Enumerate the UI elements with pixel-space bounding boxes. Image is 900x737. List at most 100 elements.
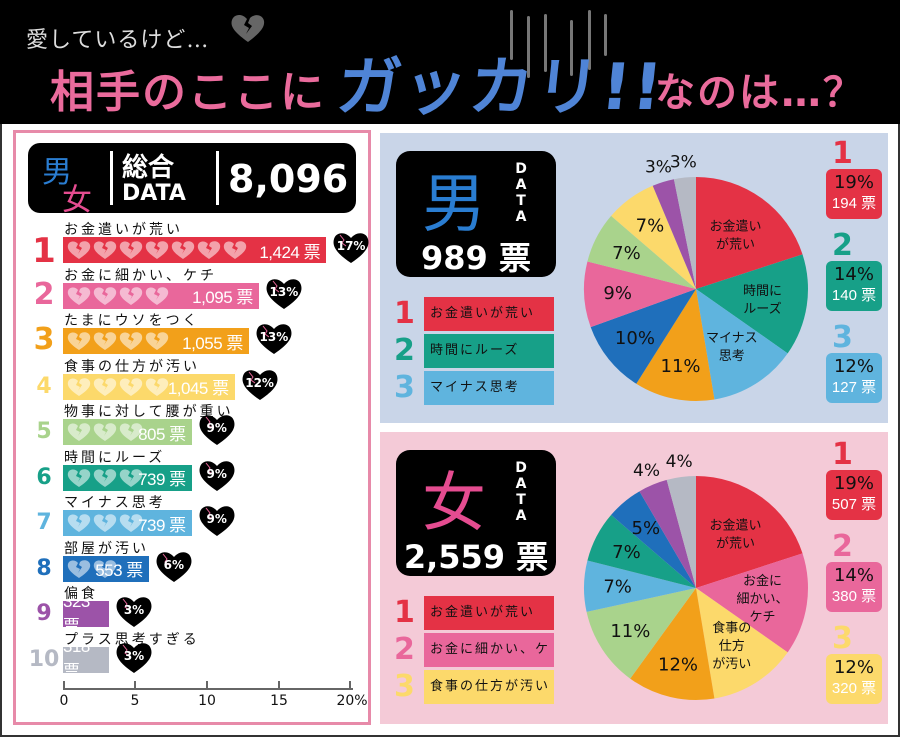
ranking-row: 物事に対して腰が重い 5 805 票 9% — [16, 401, 368, 449]
ranking-bar: 739 票 — [63, 510, 192, 536]
pie-slice — [673, 177, 696, 289]
ranking-row: マイナス思考 7 739 票 9% — [16, 492, 368, 540]
ranking-row: 時間にルーズ 6 739 票 9% — [16, 447, 368, 495]
broken-heart-icon — [223, 241, 247, 259]
vote-count: 739 票 — [138, 470, 186, 489]
male-votes: 989 票 — [421, 239, 531, 277]
broken-heart-icon — [119, 514, 143, 532]
broken-hearts-icons — [67, 513, 143, 533]
pie-slice — [696, 476, 803, 588]
male-char: 男 — [422, 168, 486, 242]
female-char: 女 — [62, 183, 92, 218]
ranking-item-label: 物事に対して腰が重い — [64, 404, 234, 420]
male-char: 男 — [42, 155, 72, 190]
rank-number: 6 — [36, 464, 52, 490]
title-part1: 相手のここに — [50, 67, 326, 118]
ranking-bar: 739 票 — [63, 464, 192, 491]
svg-text:11%: 11% — [610, 621, 650, 642]
vote-count: 318 票 — [63, 646, 90, 673]
broken-heart-icon — [197, 241, 221, 259]
svg-text:が荒い: が荒い — [716, 238, 755, 253]
pie-slice — [630, 588, 715, 700]
ranking-item-label: 偏食 — [64, 586, 98, 602]
ranking-item-label: 部屋が汚い — [64, 540, 149, 557]
svg-text:お金遣い: お金遣い — [709, 518, 761, 534]
rank-number: 10 — [28, 646, 60, 672]
broken-heart-icon — [119, 423, 143, 441]
svg-text:7%: 7% — [612, 542, 641, 563]
female-rank-cards: 1 19% 507 票 2 14% 380 票 3 12% 320 票 — [826, 440, 882, 704]
broken-heart-icon — [93, 423, 117, 441]
vote-count: 1,045 票 — [167, 379, 229, 398]
rank-number: 2 — [33, 276, 55, 312]
pie-slice — [666, 476, 696, 588]
broken-heart-icon — [93, 332, 117, 350]
svg-text:お金遣い: お金遣い — [709, 219, 761, 235]
ranking-item-label: たまにウソをつく — [64, 313, 200, 329]
pie-slice — [696, 289, 788, 400]
broken-hearts-icons — [67, 468, 143, 488]
pie-slice — [696, 553, 808, 653]
broken-heart-icon — [171, 241, 195, 259]
svg-text:が汚い: が汚い — [712, 657, 751, 672]
svg-text:仕方: 仕方 — [719, 638, 745, 654]
broken-heart-icon — [93, 468, 117, 487]
ranking-row: プラス思考すぎる 10 318 票 3% — [16, 629, 368, 677]
percentage-heart: 13% — [265, 277, 303, 311]
ranking-item-label: お金遣いが荒い — [64, 222, 183, 238]
svg-text:食事の: 食事の — [712, 620, 751, 636]
broken-heart-icon — [145, 286, 169, 305]
percentage-heart: 12% — [241, 368, 279, 402]
vote-count: 739 票 — [138, 515, 186, 535]
broken-heart-icon — [119, 332, 143, 350]
title-part3: なのは…？ — [655, 70, 865, 116]
pie-slice — [590, 289, 696, 384]
vote-count: 1,424 票 — [259, 242, 321, 262]
broken-heart-icon — [67, 514, 91, 532]
broken-heart-icon — [119, 241, 143, 259]
broken-heart-icon — [119, 286, 143, 305]
broken-heart-icon — [67, 332, 91, 350]
ranking-row: たまにウソをつく 3 1,055 票 13% — [16, 310, 368, 358]
data-label: DATA — [122, 181, 186, 206]
svg-text:11%: 11% — [661, 356, 701, 377]
x-tick-label: 20% — [336, 693, 368, 709]
broken-heart-icon — [93, 514, 117, 532]
x-tick-label: 5 — [130, 693, 140, 709]
svg-text:マイナス: マイナス — [706, 331, 758, 346]
broken-heart-icon — [67, 286, 91, 305]
rank-number: 4 — [36, 373, 52, 399]
vote-count: 1,095 票 — [192, 288, 253, 307]
rank-card: 19% 194 票 — [826, 169, 882, 219]
subtitle: 愛しているけど… — [26, 28, 210, 53]
percentage-heart: 9% — [198, 413, 236, 447]
broken-heart-icon — [145, 332, 169, 350]
svg-text:3%: 3% — [645, 158, 672, 178]
svg-text:10%: 10% — [615, 328, 655, 349]
pie-slice — [584, 261, 696, 328]
percentage-heart: 9% — [198, 504, 236, 538]
female-top3-item: 3 食事の仕方が汚い — [394, 670, 556, 704]
female-char: 女 — [422, 467, 486, 541]
ranking-item-label: マイナス思考 — [64, 495, 166, 511]
male-top3-item: 3 マイナス思考 — [394, 371, 556, 405]
header-banner: 愛しているけど… 相手のここに ガッカリ!! なのは…？ — [0, 0, 900, 125]
female-top3-item: 1 お金遣いが荒い — [394, 596, 556, 630]
ranking-row: 偏食 9 323 票 3% — [16, 583, 368, 631]
vote-count: 553 票 — [95, 561, 143, 580]
broken-heart-icon — [230, 14, 266, 48]
rank-card: 12% 127 票 — [826, 353, 882, 403]
ranking-row: お金遣いが荒い 1 1,424 票 17% — [16, 219, 369, 271]
broken-heart-icon — [93, 377, 117, 396]
male-top3-item: 1 お金遣いが荒い — [394, 297, 556, 331]
broken-hearts-icons — [67, 240, 247, 260]
rank-card: 14% 140 票 — [826, 261, 882, 311]
broken-heart-icon — [67, 468, 91, 487]
